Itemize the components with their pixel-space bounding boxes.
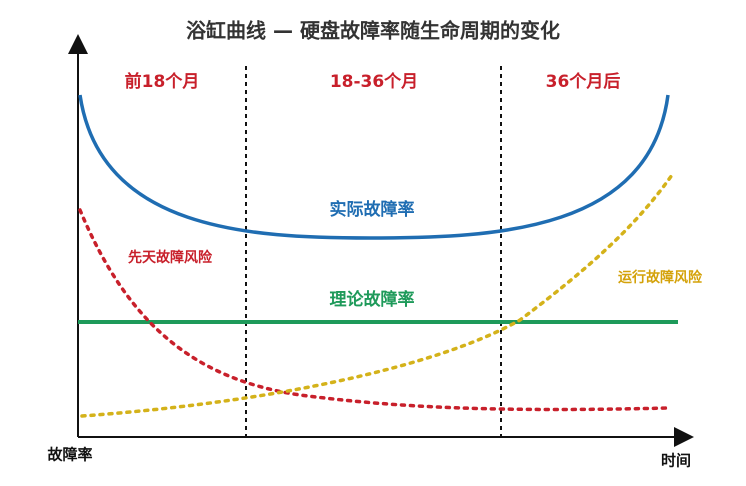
curve-label: 实际故障率	[330, 199, 415, 220]
actual-curve	[78, 94, 670, 240]
wearout-curve	[80, 173, 674, 418]
period-label: 前18个月	[125, 71, 200, 92]
x-axis-label: 时间	[661, 452, 691, 470]
y-axis-label: 故障率	[47, 446, 92, 464]
period-label: 18-36个月	[330, 71, 418, 92]
curve-label: 先天故障风险	[128, 249, 213, 266]
curve-label: 运行故障风险	[618, 269, 703, 286]
curve-label: 理论故障率	[330, 289, 415, 310]
title: 浴缸曲线 — 硬盘故障率随生命周期的变化	[186, 19, 560, 43]
period-label: 36个月后	[546, 71, 621, 92]
